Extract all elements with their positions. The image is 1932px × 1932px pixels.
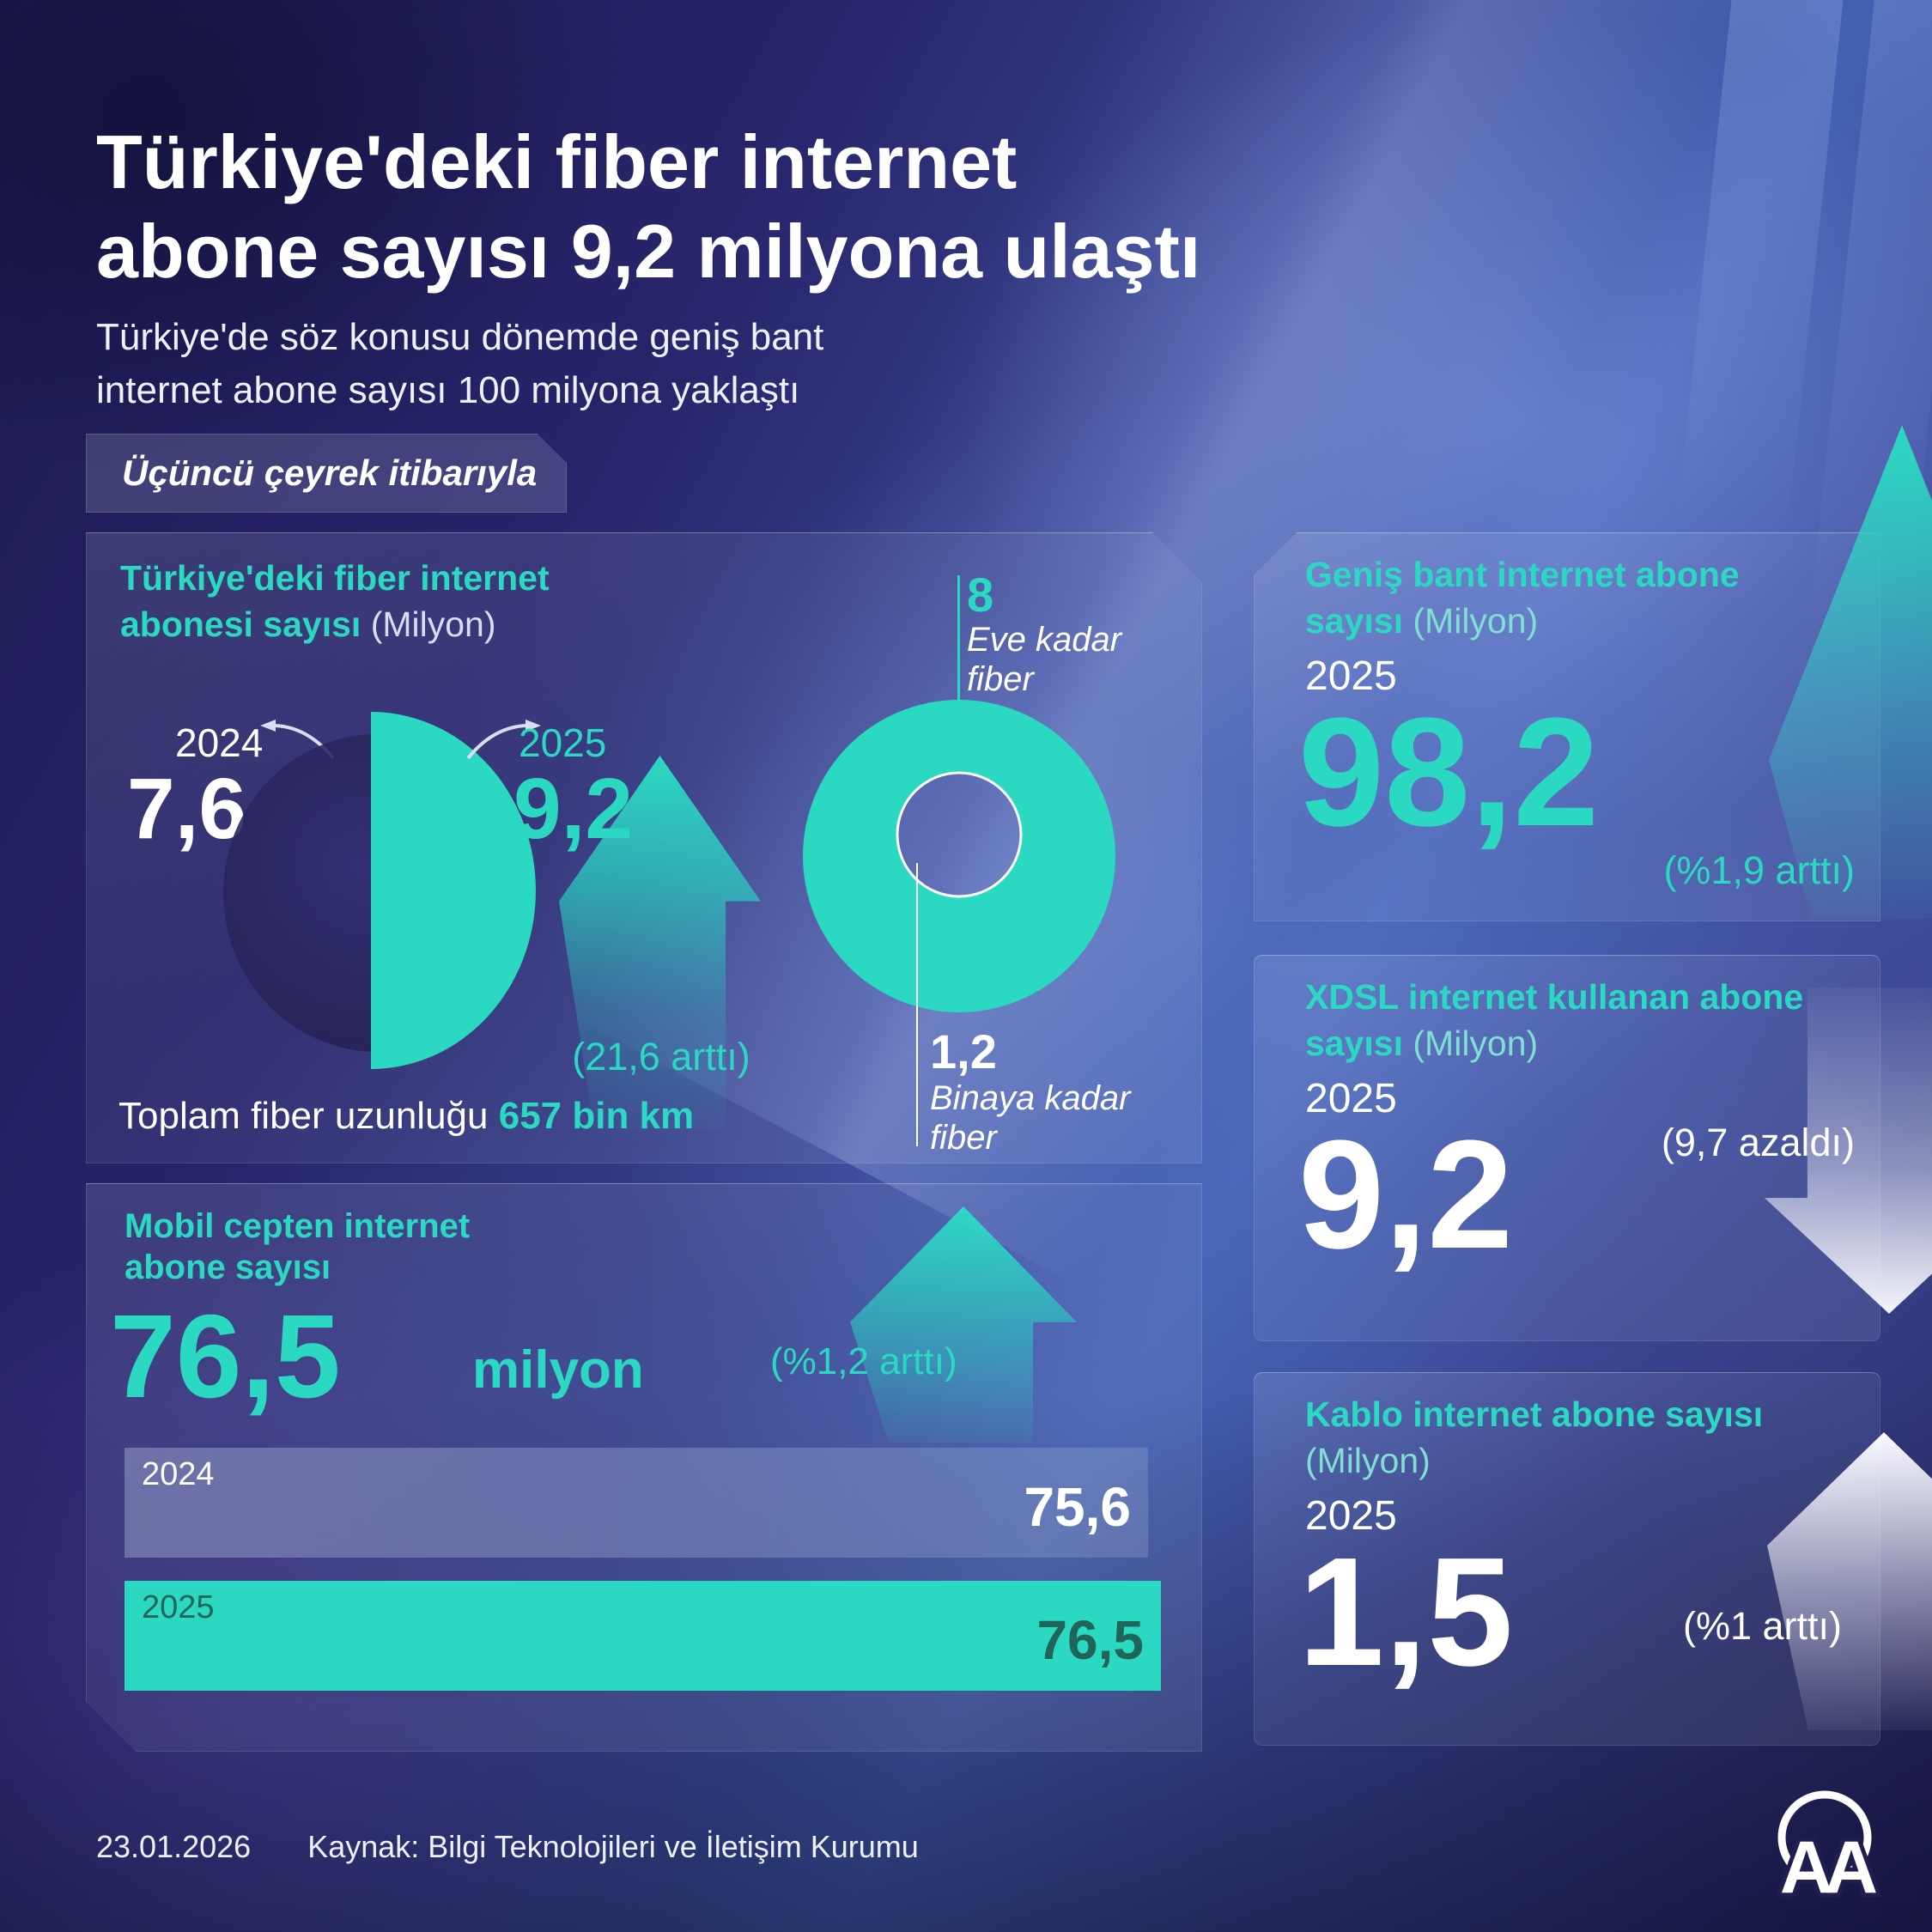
- fiber-donut-chart: [803, 700, 1115, 1012]
- curved-arrow-right-icon: [466, 720, 541, 760]
- quarter-badge: Üçüncü çeyrek itibarıyla: [86, 434, 567, 513]
- bar-2024: 2024 75,6: [125, 1448, 1148, 1558]
- xdsl-value: 9,2: [1298, 1109, 1514, 1281]
- fiber-2025-semicircle: [371, 712, 536, 1069]
- cable-heading-note: (Milyon): [1305, 1441, 1431, 1480]
- fiber-heading-note: (Milyon): [370, 605, 496, 644]
- broadband-year: 2025: [1305, 653, 1397, 699]
- donut-bottom-value: 1,2: [930, 1024, 997, 1078]
- footer-source: Kaynak: Bilgi Teknolojileri ve İletişim …: [307, 1829, 919, 1864]
- bar-2025-year: 2025: [142, 1589, 215, 1625]
- footer-date: 23.01.2026: [96, 1829, 252, 1864]
- subtitle: Türkiye'de söz konusu dönemde geniş bant…: [96, 311, 823, 417]
- quarter-badge-label: Üçüncü çeyrek itibarıyla: [122, 453, 538, 493]
- title-line1: Türkiye'deki fiber internet: [96, 118, 1018, 204]
- xdsl-change-note: (9,7 azaldı): [1661, 1121, 1855, 1164]
- fiber-total-length: Toplam fiber uzunluğu 657 bin km: [118, 1095, 694, 1138]
- title-line2: abone sayısı 9,2 milyona ulaştı: [96, 208, 1201, 294]
- up-arrow-icon: [850, 1206, 1077, 1443]
- xdsl-heading: XDSL internet kullanan abone sayısı (Mil…: [1305, 977, 1804, 1063]
- fiber-total-value: 657 bin km: [498, 1095, 695, 1137]
- subtitle-line1: Türkiye'de söz konusu dönemde geniş bant: [96, 316, 824, 358]
- bar-2025: 2025 76,5: [125, 1581, 1161, 1691]
- cable-panel: Kablo internet abone sayısı (Milyon) 202…: [1254, 1372, 1880, 1746]
- cable-heading: Kablo internet abone sayısı (Milyon): [1305, 1391, 1763, 1484]
- fiber-value-2024: 7,6: [127, 761, 247, 857]
- broadband-heading-note: (Milyon): [1413, 601, 1539, 641]
- broadband-change-note: (%1,9 arttı): [1663, 848, 1855, 892]
- page-title: Türkiye'deki fiber internet abone sayısı…: [96, 118, 1200, 296]
- subtitle-line2: internet abone sayısı 100 milyona yaklaş…: [96, 369, 800, 411]
- mobile-change-note: (%1,2 arttı): [770, 1340, 957, 1382]
- donut-top-value: 8: [967, 568, 994, 622]
- fiber-change-note: (21,6 arttı): [572, 1035, 750, 1078]
- fiber-panel: Türkiye'deki fiber internet abonesi sayı…: [86, 532, 1202, 1163]
- broadband-panel: Geniş bant internet abone sayısı (Milyon…: [1254, 532, 1880, 921]
- donut-top-callout-line: [957, 575, 960, 700]
- mobile-panel: Mobil cepten internet abone sayısı 76,5 …: [86, 1183, 1202, 1752]
- footer: 23.01.2026 Kaynak: Bilgi Teknolojileri v…: [96, 1829, 919, 1865]
- bar-2024-year: 2024: [142, 1456, 215, 1492]
- xdsl-panel: XDSL internet kullanan abone sayısı (Mil…: [1254, 955, 1880, 1341]
- fiber-panel-heading: Türkiye'deki fiber internet abonesi sayı…: [120, 555, 550, 647]
- broadband-heading: Geniş bant internet abone sayısı (Milyon…: [1305, 555, 1740, 641]
- mobile-value: 76,5: [110, 1291, 341, 1423]
- fiber-total-label: Toplam fiber uzunluğu: [118, 1095, 489, 1137]
- xdsl-year: 2025: [1305, 1076, 1397, 1121]
- cable-value: 1,5: [1298, 1526, 1514, 1698]
- fiber-year-2025: 2025: [519, 720, 607, 765]
- xdsl-heading-note: (Milyon): [1413, 1024, 1539, 1063]
- fiber-heading-line2: abonesi sayısı (Milyon): [120, 605, 496, 644]
- aa-logo: AA: [1776, 1790, 1889, 1908]
- donut-bottom-callout-line: [916, 863, 918, 1146]
- aa-logo-text: AA: [1780, 1826, 1876, 1908]
- bar-2024-value: 75,6: [1024, 1476, 1131, 1538]
- fiber-heading-line1: Türkiye'deki fiber internet: [120, 558, 550, 598]
- donut-bottom-label: Binaya kadar fiber: [930, 1079, 1131, 1157]
- donut-top-label: Eve kadar fiber: [967, 621, 1122, 698]
- fiber-year-2024: 2024: [175, 720, 264, 765]
- mobile-panel-heading: Mobil cepten internet abone sayısı: [125, 1207, 471, 1286]
- broadband-value: 98,2: [1298, 686, 1600, 859]
- mobile-unit: milyon: [472, 1340, 644, 1400]
- cable-change-note: (%1 arttı): [1682, 1604, 1842, 1648]
- cable-year: 2025: [1305, 1493, 1397, 1539]
- bar-2025-value: 76,5: [1036, 1609, 1144, 1671]
